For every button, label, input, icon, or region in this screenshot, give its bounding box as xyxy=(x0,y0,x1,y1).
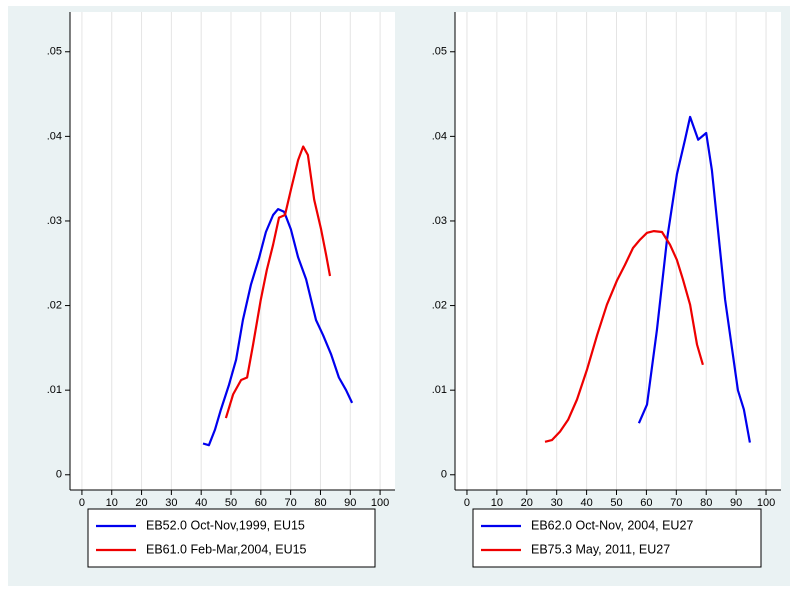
x-tick-label: 10 xyxy=(106,497,118,509)
y-tick-label: .04 xyxy=(432,130,447,142)
y-tick-label: 0 xyxy=(441,469,447,481)
x-tick-label: 80 xyxy=(314,497,326,509)
y-tick-label: 0 xyxy=(56,469,62,481)
x-tick-label: 70 xyxy=(285,497,297,509)
data-line xyxy=(202,208,354,447)
y-tick-label: .04 xyxy=(47,130,62,142)
data-line xyxy=(637,115,751,443)
y-tick-label: .01 xyxy=(432,384,447,396)
legend-label: EB75.3 May, 2011, EU27 xyxy=(531,542,670,556)
y-tick-label: .05 xyxy=(432,46,447,58)
x-tick-label: 10 xyxy=(491,497,503,509)
x-tick-label: 0 xyxy=(464,497,470,509)
legend-label: EB52.0 Oct-Nov,1999, EU15 xyxy=(146,518,305,532)
panel: 0 10 20 30 40 50 60 70 80 90 100 0 .01 .02 .03 .04 .05 EB… xyxy=(432,12,781,568)
y-tick-label: .03 xyxy=(432,215,447,227)
x-tick-label: 20 xyxy=(521,497,533,509)
data-line xyxy=(544,230,704,443)
x-tick-label: 0 xyxy=(79,497,85,509)
y-tick-label: .02 xyxy=(47,299,62,311)
x-tick-label: 90 xyxy=(344,497,356,509)
x-tick-label: 100 xyxy=(757,497,775,509)
x-tick-label: 60 xyxy=(640,497,652,509)
plot-area xyxy=(455,12,781,490)
x-tick-label: 30 xyxy=(165,497,177,509)
legend-label: EB62.0 Oct-Nov, 2004, EU27 xyxy=(531,518,693,532)
y-tick-label: .05 xyxy=(47,46,62,58)
panel: 0 10 20 30 40 50 60 70 80 90 100 0 .01 .02 .03 .04 .05 EB… xyxy=(47,12,395,568)
y-tick-label: .02 xyxy=(432,299,447,311)
data-line xyxy=(224,145,332,419)
x-tick-label: 90 xyxy=(730,497,742,509)
x-tick-label: 50 xyxy=(225,497,237,509)
x-tick-label: 100 xyxy=(371,497,389,509)
x-tick-label: 40 xyxy=(580,497,592,509)
x-tick-label: 70 xyxy=(670,497,682,509)
x-tick-label: 30 xyxy=(551,497,563,509)
y-tick-label: .03 xyxy=(47,215,62,227)
x-tick-label: 60 xyxy=(255,497,267,509)
plot-area xyxy=(70,12,395,490)
x-tick-label: 20 xyxy=(135,497,147,509)
y-tick-label: .01 xyxy=(47,384,62,396)
x-tick-label: 50 xyxy=(610,497,622,509)
legend-box xyxy=(472,508,762,568)
x-tick-label: 80 xyxy=(700,497,712,509)
legend-label: EB61.0 Feb-Mar,2004, EU15 xyxy=(146,542,307,556)
x-tick-label: 40 xyxy=(195,497,207,509)
legend-box xyxy=(87,508,376,568)
